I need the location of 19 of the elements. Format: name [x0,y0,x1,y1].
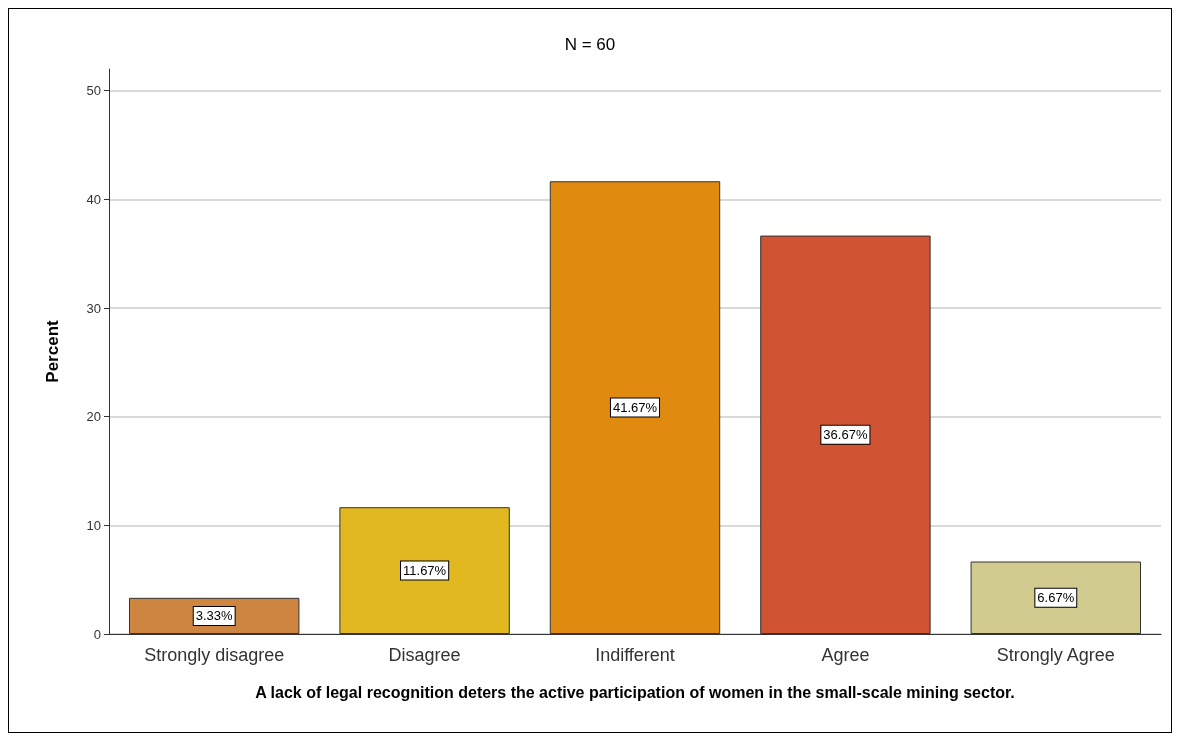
y-axis-title: Percent [43,319,62,383]
data-label: 36.67% [823,427,868,443]
data-label: 3.33% [195,608,234,624]
x-tick-label: Indifferent [595,645,675,665]
y-tick-label: 30 [86,300,101,316]
y-tick-label: 40 [86,191,101,207]
data-label: 6.67% [1037,590,1075,606]
x-tick-label: Strongly disagree [144,645,285,665]
x-tick-label: Strongly Agree [996,645,1115,665]
data-label: 41.67% [612,400,658,416]
y-tick-label: 10 [86,517,101,533]
y-tick-label: 50 [86,83,101,99]
chart-title: N = 60 [564,35,616,54]
y-tick-label: 20 [86,409,101,425]
data-label: 11.67% [403,563,447,579]
x-tick-label: Disagree [388,645,461,665]
x-tick-label: Agree [821,645,870,665]
x-axis-title: A lack of legal recognition deters the active participation of women in the small-scale mining sector. [255,683,1015,701]
y-tick-label: 0 [93,626,101,642]
